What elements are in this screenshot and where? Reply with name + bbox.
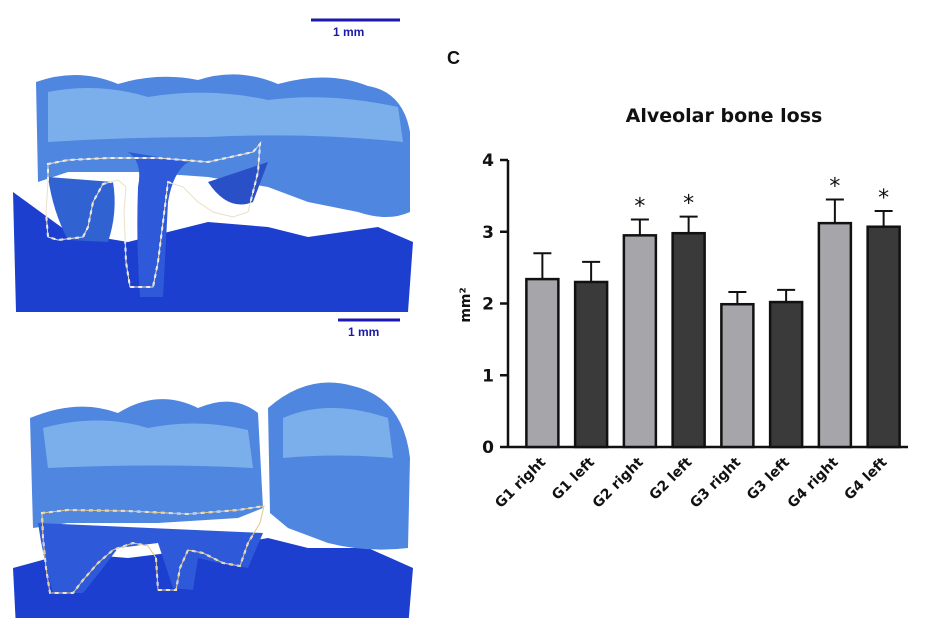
- bar: [768, 300, 804, 449]
- bar: [720, 302, 755, 449]
- x-tick-label: G2 right: [590, 454, 647, 511]
- bar: [866, 225, 901, 449]
- x-tick-label: G1 left: [549, 454, 598, 503]
- bar: [525, 277, 560, 449]
- y-tick-label: 2: [482, 295, 494, 315]
- chart-title: Alveolar bone loss: [626, 105, 823, 127]
- x-tick-label: G3 right: [687, 454, 744, 511]
- tooth-crown-b-right: [268, 382, 410, 550]
- photo-panel-a: 1 mm: [8, 12, 418, 312]
- bar: [671, 231, 706, 449]
- x-tick-label: G2 left: [647, 454, 696, 503]
- x-tick-label: G3 left: [744, 454, 793, 503]
- x-tick-label: G1 right: [492, 454, 549, 511]
- scale-label-b: 1 mm: [348, 325, 379, 339]
- gum-tissue-a: [13, 192, 413, 312]
- y-axis-label: mm²: [458, 287, 474, 322]
- panel-c-letter: C: [447, 48, 460, 68]
- y-tick-label: 3: [482, 223, 494, 243]
- significance-star: *: [878, 186, 889, 211]
- bar: [817, 221, 853, 449]
- x-tick-label: G4 right: [785, 454, 842, 511]
- significance-star: *: [829, 174, 840, 199]
- photo-panel-b: 1 mm: [8, 318, 418, 618]
- y-tick-label: 1: [482, 366, 494, 386]
- scale-label-a: 1 mm: [333, 25, 364, 39]
- x-tick-label: G4 left: [842, 454, 891, 503]
- significance-star: *: [634, 195, 645, 220]
- bar-chart: Alveolar bone loss mm² 0 1 2 3 4 * * * * G1 rig…: [458, 105, 908, 511]
- gum-tissue-b: [13, 538, 413, 618]
- y-tick-label: 4: [482, 151, 494, 171]
- bars-group: * * * *: [525, 174, 901, 449]
- bar: [622, 234, 658, 449]
- bar: [573, 280, 609, 449]
- significance-star: *: [683, 192, 694, 217]
- y-tick-label: 0: [482, 438, 494, 458]
